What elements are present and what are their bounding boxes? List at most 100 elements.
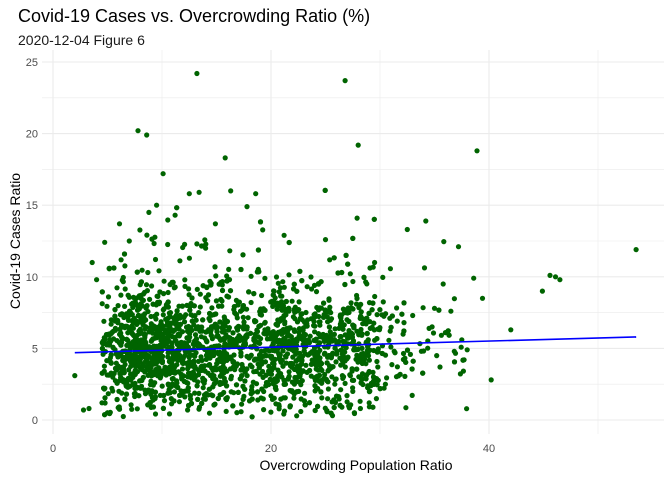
data-point: [217, 319, 223, 325]
data-point: [106, 332, 112, 338]
data-point: [557, 277, 563, 283]
data-point: [130, 300, 136, 306]
data-point: [116, 365, 122, 371]
data-point: [190, 369, 196, 375]
data-point: [302, 402, 308, 408]
data-point: [196, 404, 203, 410]
data-point: [194, 383, 200, 389]
data-point: [236, 324, 242, 330]
data-point: [296, 334, 302, 341]
data-point: [292, 309, 298, 315]
data-point: [132, 371, 138, 377]
data-point: [180, 357, 186, 363]
data-point: [196, 310, 202, 316]
data-point: [263, 372, 269, 378]
data-point: [181, 378, 187, 384]
data-point: [363, 318, 369, 324]
data-point: [136, 328, 142, 334]
data-point: [132, 393, 138, 400]
data-point: [245, 315, 251, 321]
data-point: [130, 339, 136, 345]
data-point: [314, 352, 320, 358]
data-point: [181, 314, 187, 320]
data-point: [214, 361, 220, 367]
data-point: [192, 332, 199, 338]
data-point: [257, 352, 263, 358]
data-point: [140, 315, 146, 321]
data-point: [119, 390, 125, 396]
x-tick-label: 0: [50, 443, 56, 455]
data-point: [293, 350, 299, 356]
data-point: [325, 338, 331, 344]
data-point: [121, 251, 128, 257]
data-point: [167, 325, 173, 331]
data-point: [192, 363, 198, 370]
data-point: [156, 268, 162, 274]
data-point: [394, 318, 400, 324]
data-point: [366, 400, 372, 406]
data-point: [125, 317, 132, 323]
data-point: [157, 289, 163, 295]
data-point: [143, 282, 150, 288]
data-point: [255, 397, 261, 403]
data-point: [197, 304, 203, 310]
data-point: [135, 319, 141, 325]
data-point: [140, 374, 146, 381]
data-point: [315, 331, 322, 337]
data-point: [102, 239, 108, 245]
data-point: [302, 337, 308, 343]
data-point: [306, 400, 313, 406]
data-point: [122, 263, 128, 269]
data-point: [277, 285, 284, 291]
data-point: [325, 386, 331, 392]
data-point: [318, 279, 324, 285]
data-point: [241, 323, 247, 329]
data-point: [128, 402, 134, 408]
data-point: [140, 297, 146, 303]
data-point: [215, 333, 221, 339]
data-point: [154, 328, 161, 334]
data-point: [130, 294, 137, 300]
data-point: [280, 317, 286, 323]
data-point: [356, 332, 362, 338]
data-point: [313, 289, 320, 295]
data-point: [364, 331, 370, 337]
data-point: [277, 317, 283, 323]
data-point: [207, 350, 213, 356]
data-point: [345, 354, 351, 360]
data-point: [255, 247, 261, 253]
data-point: [220, 354, 226, 360]
data-point: [281, 232, 287, 238]
data-point: [100, 341, 106, 347]
data-point: [366, 389, 372, 395]
data-point: [271, 361, 277, 367]
data-point: [332, 381, 338, 387]
data-point: [253, 356, 260, 362]
data-point: [407, 351, 413, 357]
data-point: [401, 328, 407, 334]
data-point: [128, 371, 134, 377]
data-point: [311, 282, 318, 288]
data-point: [315, 386, 321, 392]
data-point: [292, 366, 298, 372]
data-point: [333, 359, 339, 365]
data-point: [377, 386, 383, 392]
data-point: [388, 344, 394, 350]
data-point: [464, 406, 470, 412]
data-point: [160, 405, 166, 411]
data-point: [301, 348, 307, 354]
data-point: [221, 349, 227, 355]
data-point: [291, 391, 297, 397]
data-point: [224, 293, 230, 299]
data-point: [135, 313, 141, 319]
data-point: [267, 336, 273, 342]
data-point: [508, 327, 514, 333]
data-point: [152, 324, 158, 330]
data-point: [150, 330, 156, 336]
data-point: [224, 273, 230, 279]
data-point: [351, 347, 357, 353]
data-point: [342, 349, 348, 355]
data-point: [169, 376, 175, 382]
data-point: [276, 289, 282, 295]
data-point: [340, 338, 346, 344]
